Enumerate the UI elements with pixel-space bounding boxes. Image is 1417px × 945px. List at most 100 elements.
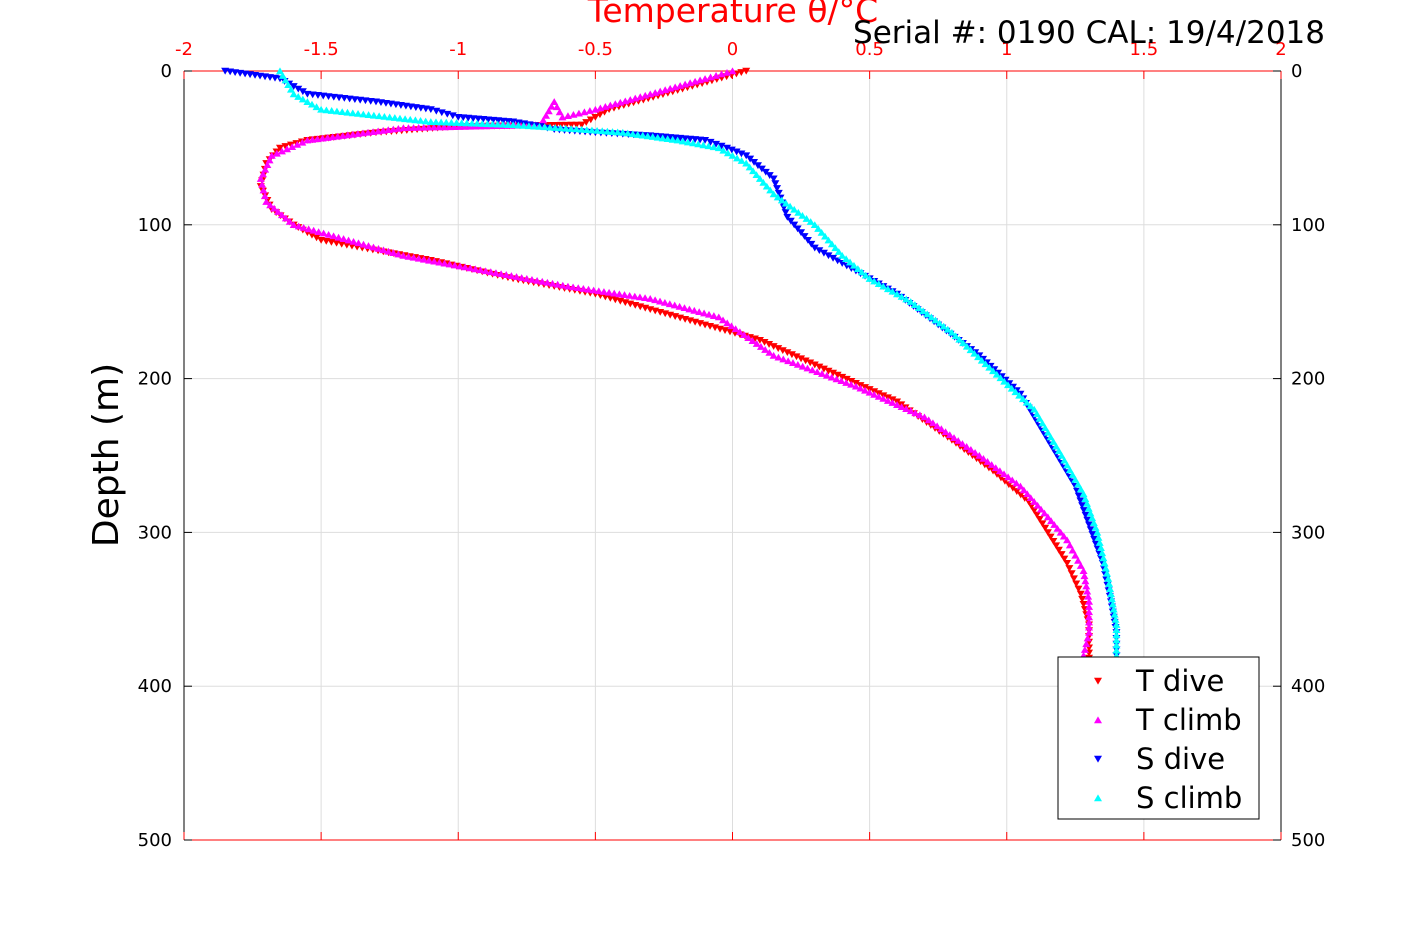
data-point — [656, 87, 665, 95]
data-point — [425, 256, 434, 264]
data-point — [1085, 521, 1094, 529]
data-point — [675, 302, 684, 310]
data-point — [380, 112, 389, 120]
data-point — [307, 100, 316, 108]
data-point — [691, 77, 700, 85]
data-point — [1012, 488, 1021, 495]
data-point — [786, 202, 795, 210]
data-point — [813, 368, 822, 376]
data-point — [582, 126, 591, 134]
data-point — [678, 137, 687, 145]
data-point — [797, 229, 806, 237]
x-tick-label: -0.5 — [578, 39, 613, 60]
data-point — [299, 223, 308, 231]
data-point — [856, 384, 865, 392]
data-point — [260, 192, 269, 200]
data-point — [883, 285, 892, 293]
data-point — [832, 375, 841, 383]
data-point — [723, 68, 732, 76]
data-point — [266, 201, 275, 209]
data-point — [308, 135, 317, 143]
data-point — [1112, 631, 1121, 639]
data-point — [574, 109, 583, 117]
data-point — [507, 272, 516, 279]
data-point — [709, 143, 718, 151]
data-point — [1032, 511, 1041, 519]
data-point — [906, 298, 915, 305]
x-tick-label: 1.5 — [1130, 39, 1159, 60]
data-point — [572, 125, 581, 133]
data-point — [309, 226, 318, 234]
data-point — [1065, 541, 1074, 549]
data-point — [992, 370, 1001, 378]
x-tick-label: 2 — [1275, 39, 1286, 60]
data-point — [717, 142, 726, 150]
legend-marker — [1094, 755, 1102, 763]
data-point — [919, 307, 928, 315]
data-point — [694, 140, 703, 148]
data-point — [298, 95, 307, 103]
data-point — [256, 175, 265, 182]
data-point — [1071, 551, 1080, 559]
data-point — [847, 380, 856, 388]
data-point — [853, 265, 862, 272]
data-point — [281, 76, 290, 84]
data-point — [1112, 646, 1121, 654]
data-point — [546, 123, 555, 131]
data-point — [1095, 539, 1104, 546]
data-point — [700, 309, 709, 317]
data-point — [471, 265, 480, 273]
data-point — [1030, 507, 1039, 515]
data-point — [354, 239, 363, 247]
data-point — [557, 121, 566, 129]
data-point — [374, 127, 383, 135]
data-point — [1085, 623, 1094, 631]
data-point — [318, 134, 327, 142]
data-point — [1079, 507, 1088, 514]
data-point — [1085, 603, 1094, 610]
data-point — [421, 117, 430, 125]
data-point — [842, 379, 851, 386]
data-point — [802, 215, 811, 222]
data-point — [364, 242, 373, 249]
data-point — [723, 149, 732, 157]
data-point — [1063, 461, 1072, 469]
data-point — [445, 123, 454, 131]
data-point — [797, 355, 806, 363]
data-point — [610, 289, 619, 297]
data-point — [977, 356, 986, 364]
data-point — [553, 280, 562, 288]
data-point — [696, 76, 705, 84]
data-point — [483, 120, 492, 128]
data-point — [641, 294, 650, 302]
data-point — [493, 120, 502, 128]
data-point — [937, 425, 946, 433]
data-point — [1081, 511, 1090, 519]
data-point — [879, 282, 888, 290]
data-point — [389, 125, 398, 133]
data-point — [552, 103, 561, 111]
data-point — [680, 304, 689, 312]
data-point — [379, 246, 388, 254]
data-point — [284, 81, 293, 89]
data-point — [1086, 526, 1095, 534]
data-point — [865, 388, 874, 396]
data-point — [353, 130, 362, 137]
data-point — [294, 85, 303, 93]
data-point — [577, 125, 586, 133]
data-point — [683, 138, 692, 146]
data-point — [577, 121, 586, 129]
data-point — [442, 118, 451, 126]
legend-box — [1057, 656, 1260, 820]
data-point — [745, 163, 754, 171]
data-point — [1074, 585, 1083, 593]
data-point — [1041, 524, 1050, 532]
data-point — [663, 135, 672, 143]
data-point — [259, 186, 268, 194]
data-point — [329, 232, 338, 240]
data-point — [608, 128, 617, 135]
data-point — [587, 126, 596, 134]
data-point — [486, 268, 495, 276]
data-point — [1099, 554, 1108, 562]
data-point — [1068, 546, 1077, 554]
